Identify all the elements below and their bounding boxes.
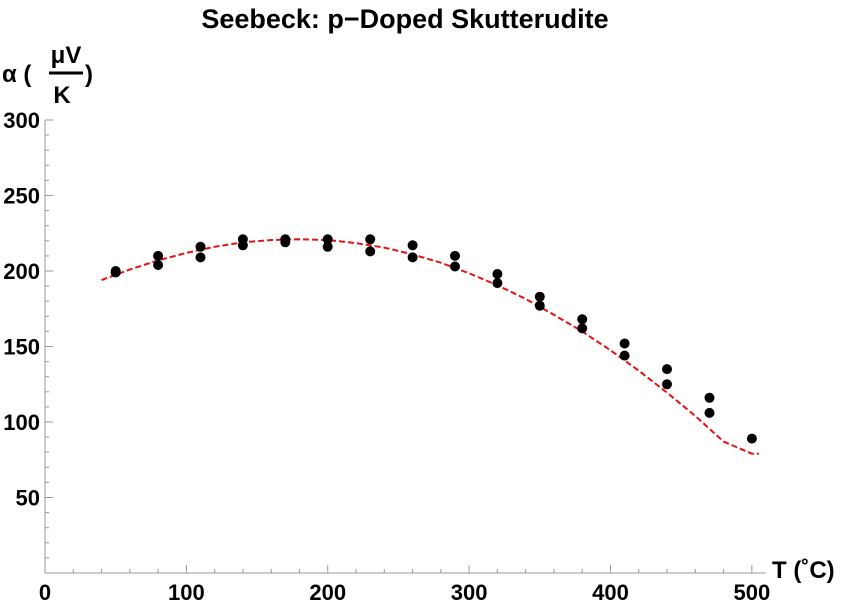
data-point xyxy=(704,392,715,403)
data-point xyxy=(577,314,588,325)
x-tick-label: 500 xyxy=(734,580,771,605)
x-axis-label: T (˚C) xyxy=(772,557,835,584)
y-axis-label-symbol: α ( xyxy=(2,61,31,88)
y-axis-label-close: ) xyxy=(85,61,93,88)
data-point xyxy=(746,433,757,444)
x-tick-label: 400 xyxy=(592,580,629,605)
data-point xyxy=(322,241,333,252)
data-point xyxy=(110,266,121,276)
data-point xyxy=(704,407,715,418)
data-points-layer xyxy=(110,234,757,444)
y-axis-label-numerator: μV xyxy=(51,42,82,69)
data-point xyxy=(450,250,460,261)
data-point xyxy=(619,350,630,361)
data-point xyxy=(492,278,503,289)
data-point xyxy=(365,234,376,245)
y-axis-label: α ( μV K ) xyxy=(2,42,93,109)
data-point xyxy=(153,260,164,270)
data-point xyxy=(450,261,460,272)
y-axis-label-denominator: K xyxy=(53,82,71,109)
data-point xyxy=(619,338,630,349)
x-tick-label: 0 xyxy=(39,580,51,605)
data-point xyxy=(237,234,248,245)
axes: 0 100 200 300 400 500 50 100 150 200 250 300 xyxy=(3,108,770,605)
y-tick-label: 50 xyxy=(16,486,40,511)
data-point xyxy=(280,234,291,245)
y-tick-label: 150 xyxy=(3,335,40,360)
data-point xyxy=(662,364,672,375)
data-point xyxy=(662,379,672,390)
data-point xyxy=(153,250,164,261)
data-point xyxy=(492,269,503,279)
data-point xyxy=(365,246,376,257)
fit-curve-layer xyxy=(101,238,759,455)
fit-curve xyxy=(101,238,759,455)
y-tick-label: 200 xyxy=(3,259,40,284)
y-tick-label: 300 xyxy=(3,108,40,133)
y-tick-label: 100 xyxy=(3,410,40,435)
chart-title: Seebeck: p−Doped Skutterudite xyxy=(201,4,608,34)
y-tick-label: 250 xyxy=(3,184,40,209)
x-tick-label: 200 xyxy=(309,580,346,605)
data-point xyxy=(534,291,545,302)
data-point xyxy=(534,300,545,311)
data-point xyxy=(195,241,206,252)
x-tick-label: 100 xyxy=(168,580,205,605)
x-tick-label: 300 xyxy=(451,580,488,605)
data-point xyxy=(577,323,588,334)
data-point xyxy=(407,252,418,263)
data-point xyxy=(407,240,418,251)
data-point xyxy=(195,252,206,263)
data-point xyxy=(322,234,333,245)
